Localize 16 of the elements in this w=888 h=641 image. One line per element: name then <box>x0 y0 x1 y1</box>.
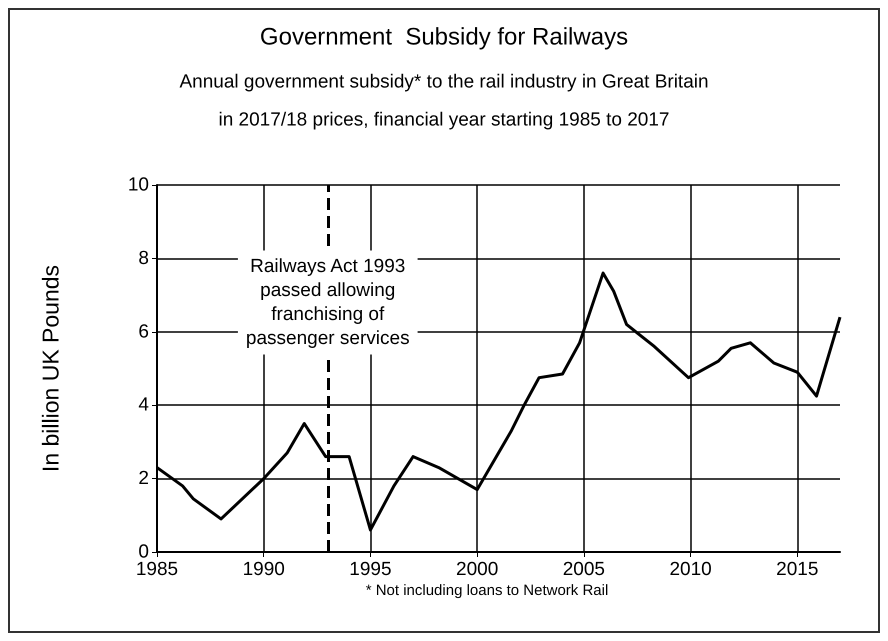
x-tick-label: 1995 <box>349 559 392 580</box>
chart-title: Government Subsidy for Railways <box>260 24 628 50</box>
y-axis-title: In billion UK Pounds <box>38 264 64 472</box>
y-tick-label: 6 <box>138 321 149 342</box>
x-tick-label: 2010 <box>669 559 712 580</box>
y-tick-label: 2 <box>138 468 149 490</box>
x-tick-label: 2000 <box>456 559 498 580</box>
x-tick-label: 2005 <box>562 559 606 580</box>
y-tick-label: 4 <box>138 394 150 416</box>
x-tick-label: 1990 <box>242 559 285 580</box>
x-tick-label: 2015 <box>776 559 818 580</box>
text: * Not including loans to Network Rail <box>366 582 608 599</box>
y-tick-label: 8 <box>138 248 149 269</box>
chart-subtitle: Annual government subsidy* to the rail industry in Great Britain in 2017/18 prices, financial year starting 1985 to 2017 <box>179 72 709 130</box>
annotation: Railways Act 1993 passed allowing franchising of passenger services <box>246 256 410 349</box>
y-tick-label: 10 <box>128 174 149 196</box>
